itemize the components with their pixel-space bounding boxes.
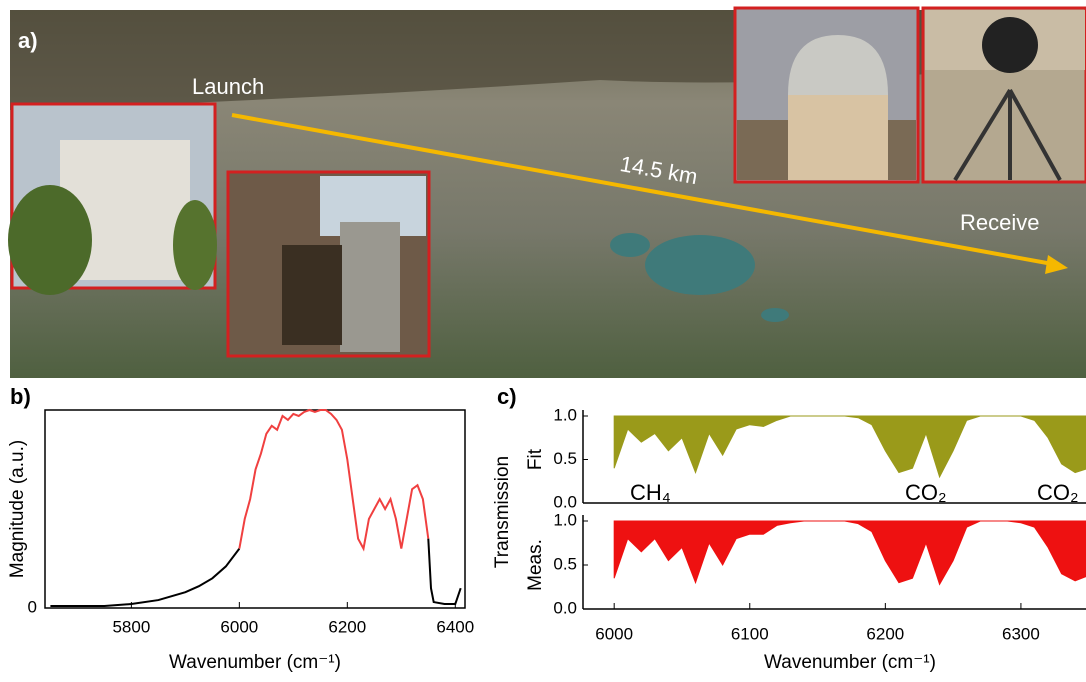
x-tick-label: 6000 xyxy=(595,624,633,643)
panel-label: c) xyxy=(497,384,517,409)
observatory xyxy=(788,95,888,180)
transmission-area xyxy=(614,521,1086,584)
panel-label: a) xyxy=(18,28,38,53)
y-axis-label: Transmission xyxy=(492,456,513,568)
instrument xyxy=(282,245,342,345)
lake xyxy=(645,235,755,295)
plot-frame xyxy=(45,410,465,608)
series-name: Meas. xyxy=(525,539,546,591)
spectrum-line xyxy=(50,549,239,606)
panel-label: b) xyxy=(10,384,31,409)
x-tick-label: 6400 xyxy=(436,617,474,636)
spectrum-line xyxy=(428,539,460,604)
lake xyxy=(761,308,789,322)
y-tick-label: 0 xyxy=(28,597,37,616)
series-name: Fit xyxy=(525,448,546,470)
x-axis-label: Wavenumber (cm⁻¹) xyxy=(169,652,341,673)
y-tick-label: 0.5 xyxy=(553,449,577,468)
x-tick-label: 6200 xyxy=(328,617,366,636)
y-tick-label: 0.5 xyxy=(553,554,577,573)
x-tick-label: 6200 xyxy=(866,624,904,643)
y-tick-label: 0.0 xyxy=(553,492,577,511)
y-tick-label: 0.0 xyxy=(553,598,577,617)
y-tick-label: 1.0 xyxy=(553,405,577,424)
telescope xyxy=(982,17,1038,73)
tree xyxy=(8,185,92,295)
transmission-area xyxy=(614,416,1086,477)
annotation: Receive xyxy=(960,210,1039,235)
annotation: CO₂ xyxy=(1037,480,1079,505)
annotation: CO₂ xyxy=(905,480,947,505)
figure: a) Launch 14.5 km Receive b) 5800 6000 6200… xyxy=(0,0,1086,677)
tree xyxy=(173,200,217,290)
x-tick-label: 5800 xyxy=(112,617,150,636)
spectrum-line xyxy=(239,410,428,549)
annotation: CH₄ xyxy=(630,480,671,505)
photo-panel: a) Launch 14.5 km Receive xyxy=(8,8,1086,378)
x-tick-label: 6000 xyxy=(220,617,258,636)
y-tick-label: 1.0 xyxy=(553,510,577,529)
x-tick-label: 6300 xyxy=(1002,624,1040,643)
lake xyxy=(610,233,650,257)
annotation: Launch xyxy=(192,74,264,99)
y-axis-label: Magnitude (a.u.) xyxy=(7,440,28,578)
instrument xyxy=(340,222,400,352)
x-axis-label: Wavenumber (cm⁻¹) xyxy=(764,652,936,673)
x-tick-label: 6100 xyxy=(731,624,769,643)
